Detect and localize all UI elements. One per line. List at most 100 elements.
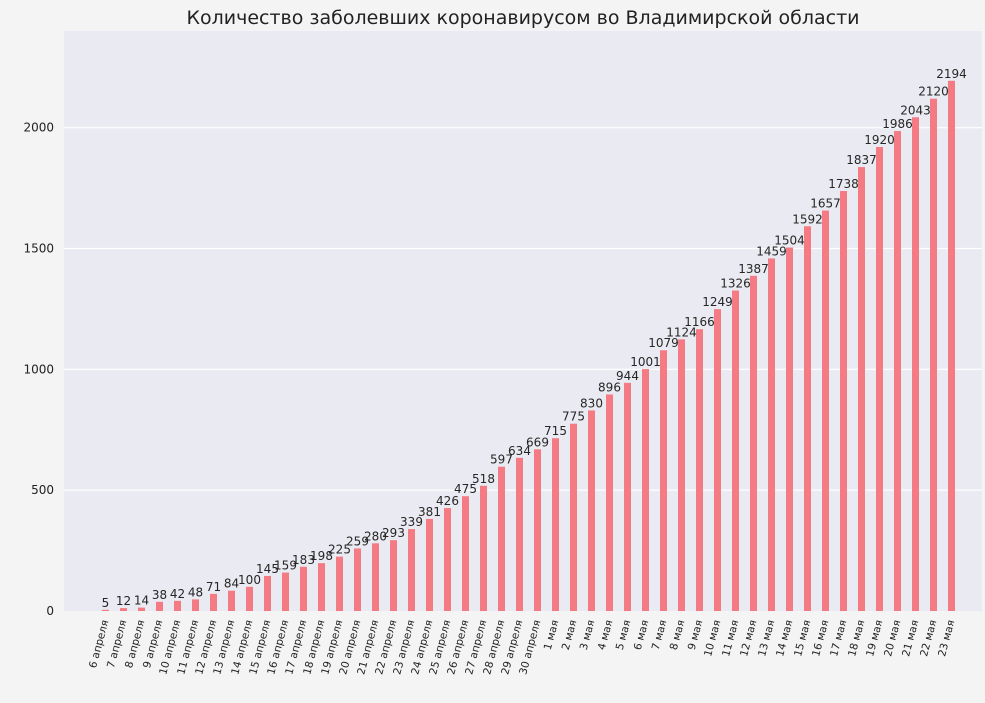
bar xyxy=(120,608,127,611)
x-tick-label: 5 мая xyxy=(614,619,634,652)
data-label: 1387 xyxy=(738,262,769,276)
x-tick-label: 6 мая xyxy=(632,619,652,652)
bar xyxy=(930,98,937,611)
data-label: 48 xyxy=(188,585,203,599)
bar xyxy=(192,599,199,611)
data-label: 669 xyxy=(526,435,549,449)
data-label: 145 xyxy=(256,562,279,576)
data-label: 1459 xyxy=(756,244,787,258)
bar xyxy=(318,563,325,611)
bar xyxy=(678,339,685,611)
data-label: 12 xyxy=(116,594,131,608)
bar xyxy=(912,117,919,612)
data-label: 1079 xyxy=(648,336,679,350)
data-label: 339 xyxy=(400,515,423,529)
data-label: 1249 xyxy=(702,295,733,309)
bar xyxy=(480,485,487,611)
bar xyxy=(408,529,415,611)
bar xyxy=(300,566,307,611)
bar xyxy=(246,586,253,611)
bar xyxy=(804,226,811,611)
data-label: 1001 xyxy=(630,355,661,369)
bar xyxy=(732,290,739,611)
data-label: 2120 xyxy=(918,85,949,99)
data-label: 293 xyxy=(382,526,405,540)
bar xyxy=(462,496,469,611)
data-label: 896 xyxy=(598,380,621,394)
x-tick-label: 23 мая xyxy=(936,619,957,658)
data-label: 1166 xyxy=(684,315,715,329)
x-tick-label: 1 мая xyxy=(542,619,562,652)
bar xyxy=(660,350,667,611)
y-tick-label: 2000 xyxy=(23,121,54,135)
bar xyxy=(588,410,595,611)
data-label: 280 xyxy=(364,529,387,543)
x-tick-label: 2 мая xyxy=(560,619,580,652)
bar xyxy=(768,258,775,611)
bar xyxy=(228,590,235,611)
bar xyxy=(858,167,865,611)
bar xyxy=(696,329,703,611)
bar xyxy=(624,382,631,611)
data-label: 1986 xyxy=(882,117,913,131)
bar xyxy=(264,575,271,611)
data-label: 183 xyxy=(292,553,315,567)
bar xyxy=(210,593,217,611)
y-axis: 0 500 1000 1500 2000 xyxy=(23,121,54,618)
bar xyxy=(174,600,181,611)
bar xyxy=(336,556,343,611)
data-label: 225 xyxy=(328,543,351,557)
data-label: 14 xyxy=(134,594,149,608)
chart-title: Количество заболевших коронавирусом во В… xyxy=(186,7,859,29)
bar xyxy=(948,80,955,612)
bar xyxy=(714,309,721,611)
bar xyxy=(138,607,145,611)
data-label: 1124 xyxy=(666,325,697,339)
data-label: 775 xyxy=(562,410,585,424)
data-label: 944 xyxy=(616,369,639,383)
bar xyxy=(822,210,829,611)
data-labels: 5 12 14 38 42 48 71 841001451591831982252592802… xyxy=(102,67,967,610)
data-label: 1657 xyxy=(810,197,841,211)
data-label: 100 xyxy=(238,573,261,587)
data-label: 84 xyxy=(224,577,239,591)
data-label: 198 xyxy=(310,549,333,563)
data-label: 715 xyxy=(544,424,567,438)
data-label: 475 xyxy=(454,482,477,496)
bar xyxy=(516,457,523,611)
bar xyxy=(642,369,649,611)
bar xyxy=(102,609,109,611)
x-tick-label: 4 мая xyxy=(596,619,616,652)
bars xyxy=(102,80,955,612)
y-tick-label: 500 xyxy=(31,483,54,497)
data-label: 42 xyxy=(170,587,185,601)
bar xyxy=(552,438,559,611)
bar xyxy=(534,449,541,611)
x-tick-label: 7 мая xyxy=(650,619,670,652)
y-tick-label: 1000 xyxy=(23,362,54,376)
data-label: 597 xyxy=(490,453,513,467)
data-label: 159 xyxy=(274,559,297,573)
data-label: 5 xyxy=(102,596,110,610)
bar xyxy=(876,147,883,611)
data-label: 518 xyxy=(472,472,495,486)
data-label: 381 xyxy=(418,505,441,519)
data-label: 1738 xyxy=(828,177,859,191)
data-label: 426 xyxy=(436,494,459,508)
bar xyxy=(354,548,361,611)
x-tick-label: 9 мая xyxy=(686,619,706,652)
x-tick-label: 3 мая xyxy=(578,619,598,652)
bar xyxy=(606,394,613,611)
bar xyxy=(426,518,433,611)
y-tick-label: 1500 xyxy=(23,242,54,256)
data-label: 38 xyxy=(152,588,167,602)
data-label: 2043 xyxy=(900,103,931,117)
data-label: 1920 xyxy=(864,133,895,147)
data-label: 634 xyxy=(508,444,531,458)
bar xyxy=(750,275,757,611)
y-tick-label: 0 xyxy=(46,604,54,618)
data-label: 2194 xyxy=(936,67,967,81)
data-label: 1326 xyxy=(720,277,751,291)
